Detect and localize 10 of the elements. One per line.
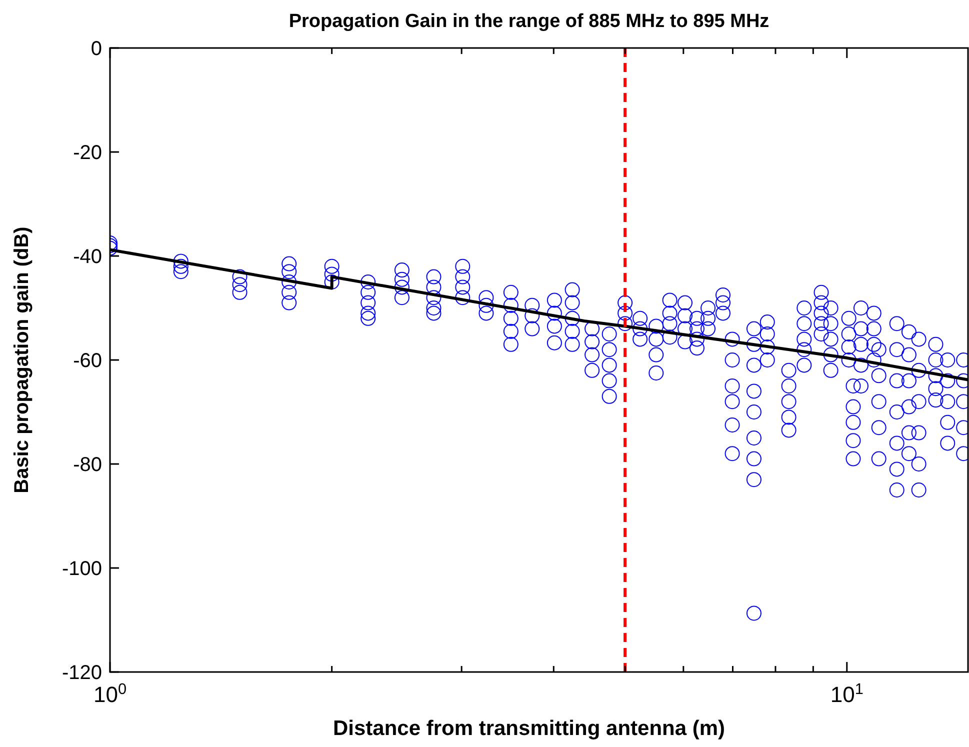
chart-title: Propagation Gain in the range of 885 MHz to 895 MHz (288, 11, 770, 32)
y-tick-label: -40 (73, 246, 102, 268)
y-tick-label: -20 (73, 142, 102, 164)
y-tick-label: -80 (73, 454, 102, 476)
y-axis-title: Basic propagation gain (dB) (11, 226, 33, 494)
x-axis-title: Distance from transmitting antenna (m) (332, 717, 726, 740)
x-tick-label: 10$^{1}$ (830, 680, 864, 707)
y-tick-label: -60 (73, 350, 102, 372)
y-tick-label: -100 (62, 558, 102, 580)
y-tick-label: 0 (90, 38, 102, 60)
